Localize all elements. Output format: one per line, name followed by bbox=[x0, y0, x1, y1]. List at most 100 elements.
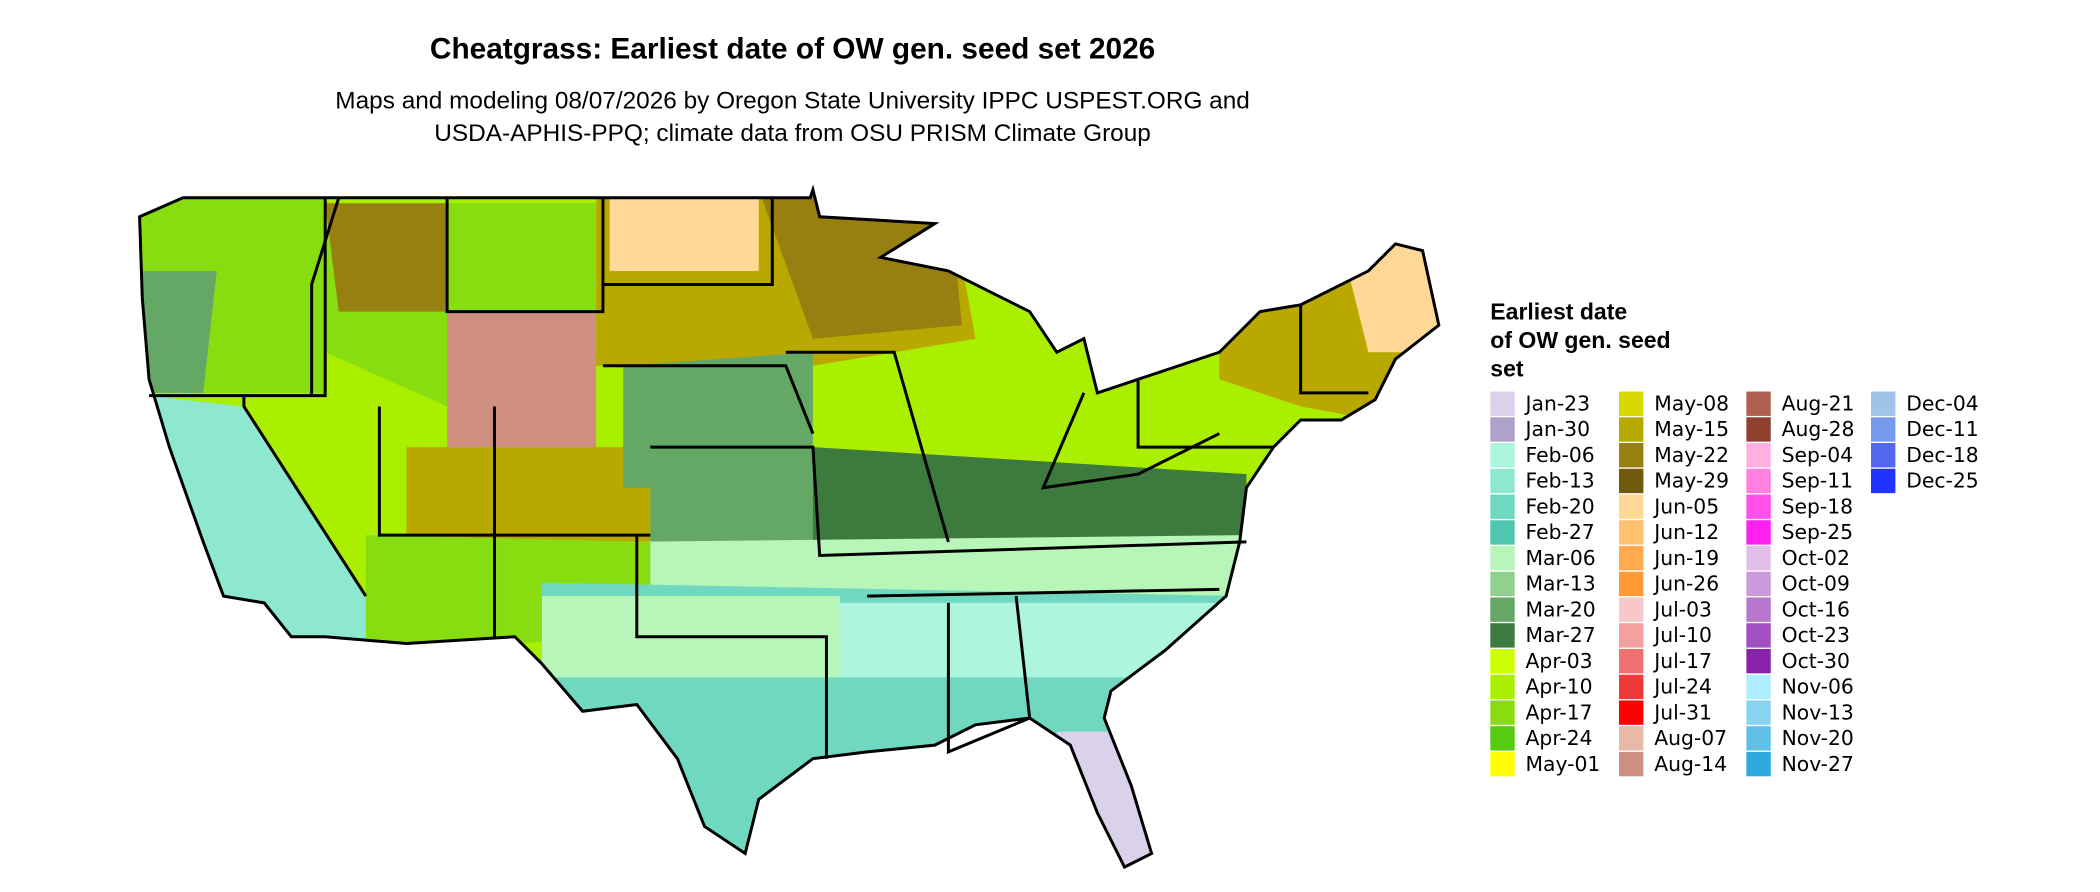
legend-label: Sep-11 bbox=[1782, 469, 1853, 493]
legend-swatch bbox=[1490, 494, 1515, 519]
legend-swatch bbox=[1619, 674, 1644, 700]
legend-label: Nov-27 bbox=[1782, 752, 1854, 776]
legend-swatch bbox=[1871, 417, 1896, 442]
legend-swatch bbox=[1746, 545, 1771, 571]
legend-swatch bbox=[1746, 571, 1771, 597]
legend-swatch bbox=[1619, 520, 1644, 545]
legend-label: May-01 bbox=[1526, 752, 1601, 776]
legend-label: Aug-28 bbox=[1782, 417, 1855, 441]
legend-swatch bbox=[1490, 700, 1515, 725]
legend-swatch bbox=[1490, 417, 1515, 442]
legend-label: May-08 bbox=[1654, 392, 1729, 416]
legend-label: May-29 bbox=[1654, 469, 1729, 493]
legend-swatch bbox=[1490, 726, 1515, 751]
legend-swatch bbox=[1490, 571, 1515, 597]
legend-label: Nov-06 bbox=[1782, 675, 1854, 699]
legend-label: Mar-27 bbox=[1526, 623, 1596, 647]
legend-swatch bbox=[1619, 391, 1644, 416]
legend-label: Jul-17 bbox=[1652, 649, 1712, 673]
legend-label: Feb-27 bbox=[1526, 520, 1595, 544]
legend-label: Dec-04 bbox=[1906, 392, 1978, 416]
legend-swatch bbox=[1619, 648, 1644, 674]
legend-swatch bbox=[1490, 468, 1515, 494]
legend-label: Oct-30 bbox=[1782, 649, 1850, 673]
legend-label: Jun-19 bbox=[1652, 546, 1719, 570]
legend-label: Jun-12 bbox=[1652, 520, 1719, 544]
legend-label: Oct-23 bbox=[1782, 623, 1850, 647]
legend-swatch bbox=[1490, 520, 1515, 545]
legend-label: Apr-03 bbox=[1526, 649, 1593, 673]
legend-label: Dec-25 bbox=[1906, 469, 1978, 493]
legend-label: Sep-25 bbox=[1782, 520, 1853, 544]
legend-swatch bbox=[1619, 597, 1644, 622]
legend-swatch bbox=[1490, 597, 1515, 622]
legend-label: Mar-20 bbox=[1526, 597, 1596, 621]
legend-label: Feb-13 bbox=[1526, 469, 1595, 493]
legend-label: Oct-02 bbox=[1782, 546, 1850, 570]
legend-label: Dec-18 bbox=[1906, 443, 1978, 467]
legend-swatch bbox=[1619, 443, 1644, 468]
legend-label: Apr-10 bbox=[1526, 675, 1593, 699]
legend-swatch bbox=[1871, 443, 1896, 468]
legend-swatch bbox=[1746, 494, 1771, 519]
legend-label: Jan-23 bbox=[1524, 392, 1591, 416]
legend-swatch bbox=[1490, 751, 1515, 777]
legend-label: May-22 bbox=[1654, 443, 1729, 467]
legend-label: Feb-06 bbox=[1526, 443, 1595, 467]
legend-label: Jul-10 bbox=[1652, 623, 1712, 647]
legend-title: Earliest date bbox=[1490, 299, 1627, 325]
legend-swatch bbox=[1871, 391, 1896, 416]
legend-label: Apr-17 bbox=[1526, 700, 1593, 724]
legend-label: Dec-11 bbox=[1906, 417, 1978, 441]
legend-label: May-15 bbox=[1654, 417, 1729, 441]
legend-label: Oct-16 bbox=[1782, 597, 1850, 621]
legend-label: Jul-03 bbox=[1652, 597, 1712, 621]
legend-swatch bbox=[1746, 751, 1771, 777]
legend-label: Apr-24 bbox=[1526, 726, 1593, 750]
legend-label: Nov-13 bbox=[1782, 700, 1854, 724]
legend-swatch bbox=[1619, 494, 1644, 519]
legend-swatch bbox=[1746, 417, 1771, 442]
legend-swatch bbox=[1490, 545, 1515, 571]
legend-swatch bbox=[1746, 443, 1771, 468]
legend-label: Oct-09 bbox=[1782, 572, 1850, 596]
legend-label: Sep-04 bbox=[1782, 443, 1853, 467]
legend-swatch bbox=[1619, 545, 1644, 571]
legend-swatch bbox=[1490, 623, 1515, 648]
legend-label: Jan-30 bbox=[1524, 417, 1591, 441]
legend-swatch bbox=[1490, 674, 1515, 700]
legend-label: Mar-13 bbox=[1526, 572, 1596, 596]
legend-swatch bbox=[1619, 700, 1644, 725]
legend-swatch bbox=[1746, 520, 1771, 545]
legend-label: Aug-14 bbox=[1654, 752, 1727, 776]
legend-label: Jun-26 bbox=[1652, 572, 1719, 596]
legend-swatch bbox=[1619, 623, 1644, 648]
legend-label: Aug-21 bbox=[1782, 392, 1855, 416]
legend-swatch bbox=[1490, 391, 1515, 416]
legend-swatch bbox=[1619, 571, 1644, 597]
legend-swatch bbox=[1490, 648, 1515, 674]
subtitle-line: USDA-APHIS-PPQ; climate data from OSU PR… bbox=[434, 120, 1151, 147]
legend-swatch bbox=[1490, 443, 1515, 468]
legend-label: Nov-20 bbox=[1782, 726, 1854, 750]
legend-swatch bbox=[1871, 468, 1896, 494]
legend-swatch bbox=[1746, 391, 1771, 416]
legend-label: Jul-24 bbox=[1652, 675, 1712, 699]
legend-swatch bbox=[1619, 417, 1644, 442]
legend-swatch bbox=[1746, 468, 1771, 494]
legend-swatch bbox=[1746, 597, 1771, 622]
legend-label: Jul-31 bbox=[1652, 700, 1712, 724]
state-borders bbox=[138, 184, 1441, 870]
legend-swatch bbox=[1619, 751, 1644, 777]
legend-swatch bbox=[1619, 726, 1644, 751]
legend-label: Feb-20 bbox=[1526, 494, 1595, 518]
subtitle-line: Maps and modeling 08/07/2026 by Oregon S… bbox=[335, 87, 1250, 114]
legend-swatch bbox=[1746, 648, 1771, 674]
map-title: Cheatgrass: Earliest date of OW gen. see… bbox=[430, 32, 1155, 65]
legend-swatch bbox=[1619, 468, 1644, 494]
legend: Earliest date of OW gen. seed set Jan-23… bbox=[1490, 299, 1979, 777]
legend-label: Sep-18 bbox=[1782, 494, 1853, 518]
legend-label: Aug-07 bbox=[1654, 726, 1727, 750]
